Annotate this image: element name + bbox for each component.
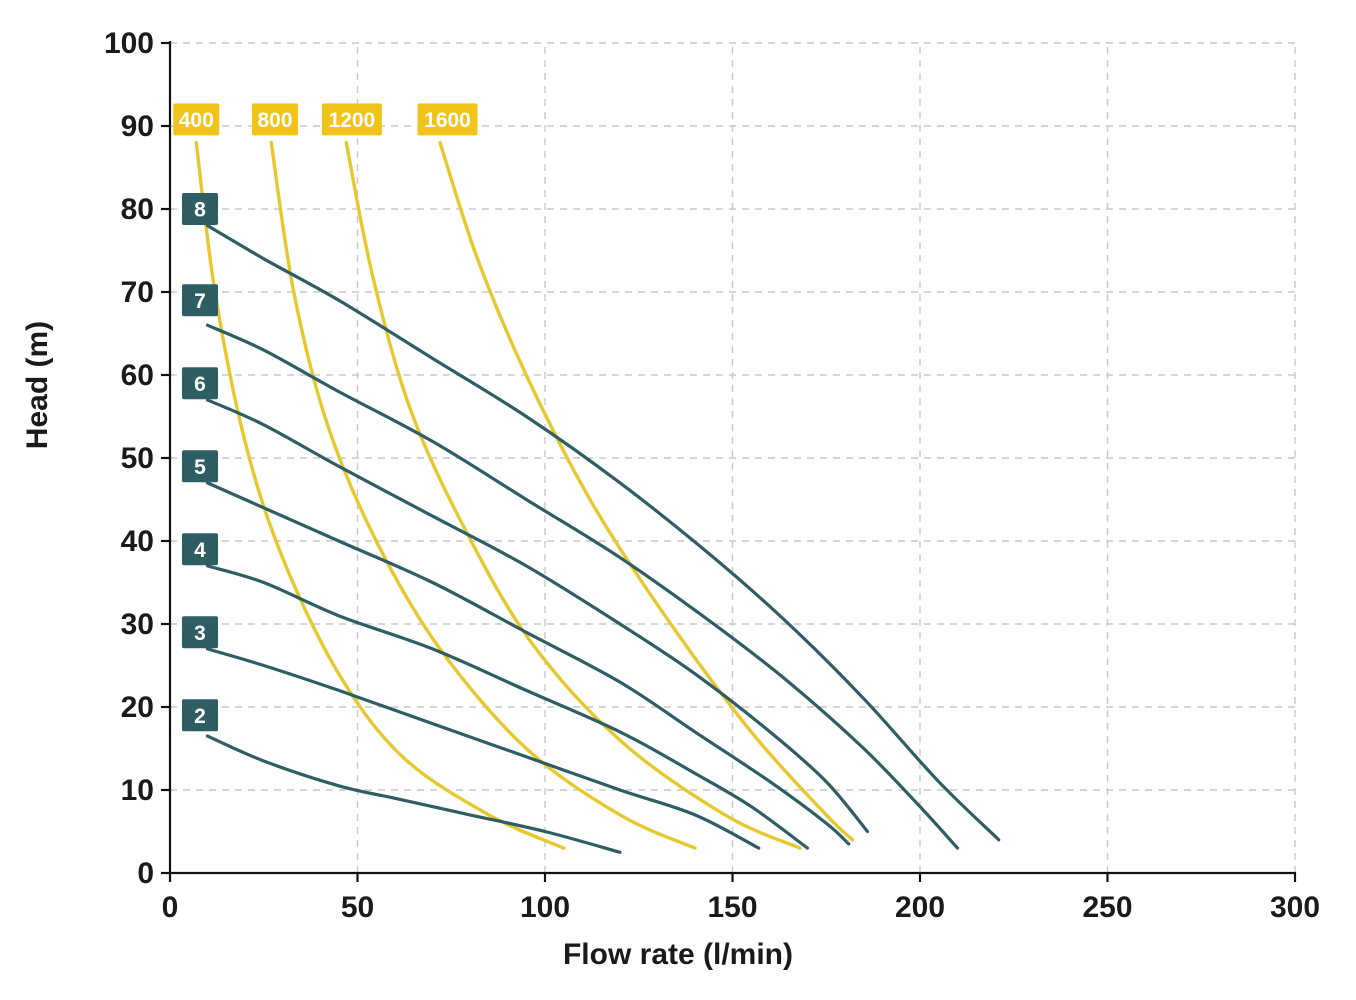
curve-label-5: 5 [182,450,218,483]
yellow-curves [194,140,855,850]
y-tick-label-70: 70 [121,276,154,309]
y-tick-label-60: 60 [121,359,154,392]
curve-label-box-2 [182,699,218,732]
curve-6 [205,398,870,834]
y-tick-label-100: 100 [104,27,154,60]
curve-label-text-7: 7 [194,290,206,313]
curve-label-2: 2 [182,699,218,732]
x-tick-label-100: 100 [520,891,570,924]
y-tick-label-50: 50 [121,442,154,475]
curve-label-8: 8 [182,193,218,225]
y-axis-title: Head (m) [21,320,54,450]
curve-2 [205,734,622,854]
y-tick-label-90: 90 [121,110,154,143]
curve-label-box-800 [252,103,298,136]
y-tick-label-80: 80 [121,193,154,226]
curve-1200 [344,140,802,850]
x-tick-label-200: 200 [895,891,945,924]
curve-label-800: 800 [252,103,298,136]
curve-label-text-6: 6 [194,373,206,396]
curve-label-400: 400 [173,103,220,136]
tick-labels: 0 50 100 150 200 250 300 0 10 20 30 40 50 60 70 80 90 100 [104,27,1320,924]
y-tick-label-0: 0 [137,857,154,890]
curve-label-box-1600 [417,103,478,136]
curve-label-7: 7 [182,284,218,317]
y-tick-label-30: 30 [121,608,154,641]
curve-label-text-2: 2 [194,705,206,728]
curve-labels: 400 800 1200 1600 8 7 6 5 4 3 2 [173,103,478,732]
curve-label-box-5 [182,450,218,483]
x-tick-label-0: 0 [162,891,179,924]
curve-label-6: 6 [182,367,218,400]
curve-800 [269,140,697,850]
curve-label-4: 4 [182,533,218,566]
curve-label-text-1600: 1600 [424,109,471,132]
curve-400 [194,140,566,850]
curve-label-text-1200: 1200 [329,109,376,132]
curve-label-box-6 [182,367,218,400]
x-tick-label-150: 150 [707,891,757,924]
x-tick-label-250: 250 [1082,891,1132,924]
curve-label-text-800: 800 [257,109,292,132]
curve-3 [205,647,761,850]
curve-label-box-7 [182,284,218,317]
x-axis-title: Flow rate (l/min) [562,938,793,971]
curve-label-text-3: 3 [194,622,206,645]
curve-7 [205,323,960,850]
curve-label-box-8 [182,193,218,225]
curve-1600 [438,140,855,842]
curve-4 [205,564,810,850]
curve-label-text-400: 400 [179,109,214,132]
curve-label-box-400 [173,103,220,136]
curve-8 [205,224,1001,842]
axes [161,41,1297,882]
teal-curves [205,224,1001,854]
curve-label-1200: 1200 [321,103,382,136]
y-tick-label-10: 10 [121,774,154,807]
curve-label-text-5: 5 [194,456,206,479]
x-tick-label-300: 300 [1270,891,1320,924]
curve-label-text-8: 8 [194,199,206,222]
curve-label-box-4 [182,533,218,566]
curve-5 [205,481,851,846]
curve-label-text-4: 4 [194,539,206,562]
curve-label-box-1200 [321,103,382,136]
curve-label-3: 3 [182,616,218,649]
curve-label-1600: 1600 [417,103,478,136]
x-tick-label-50: 50 [341,891,374,924]
y-tick-label-40: 40 [121,525,154,558]
y-tick-label-20: 20 [121,691,154,724]
curve-label-box-3 [182,616,218,649]
